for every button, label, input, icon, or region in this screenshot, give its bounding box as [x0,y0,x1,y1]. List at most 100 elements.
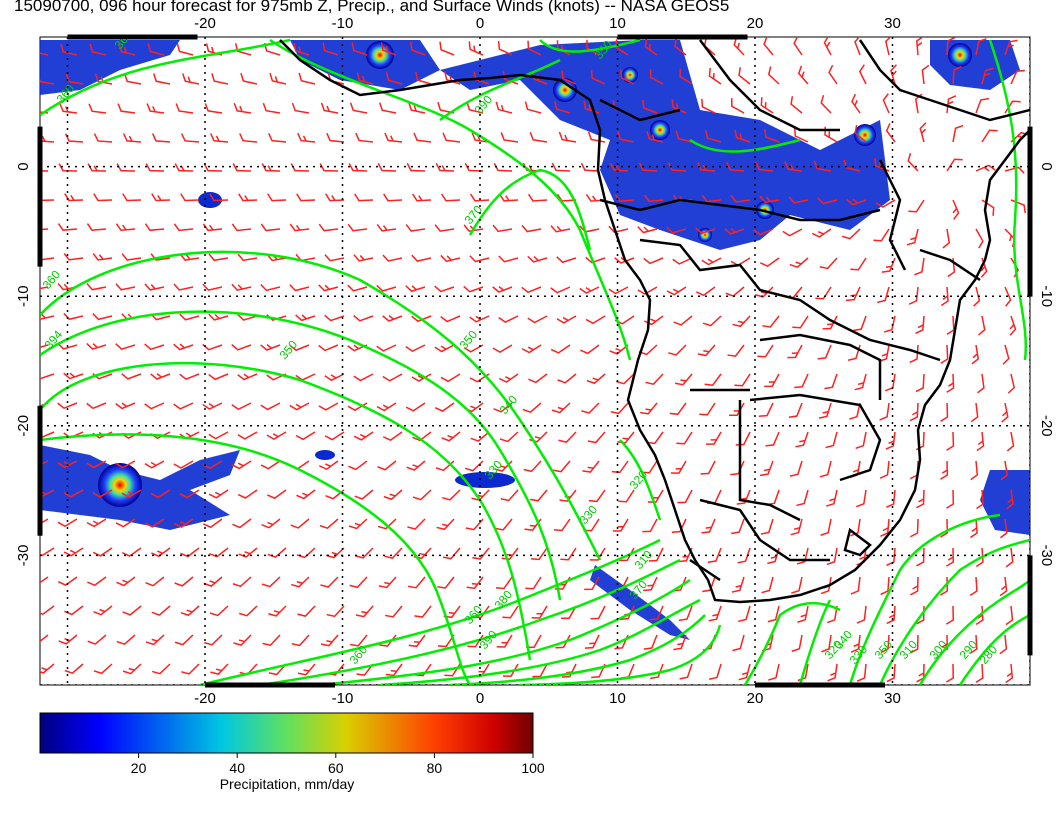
wind-barb [824,373,838,390]
wind-barb [498,193,519,202]
wind-barb [496,634,513,648]
wind-barb [553,101,571,114]
wind-barb [823,37,832,56]
wind-barb [981,129,998,143]
wind-barb [40,605,55,616]
wind-barb [463,285,484,293]
wind-barb [238,605,258,617]
wind-barb [355,605,374,618]
wind-barb [705,431,722,445]
wind-barb [268,605,287,617]
wind-barb [915,489,925,509]
wind-barb [942,228,951,249]
wind-barb [704,130,722,143]
wind-barb [582,460,600,473]
wind-barb [784,161,803,172]
wind-barb [40,44,49,56]
wind-barb [267,489,287,500]
wind-barb [1006,489,1014,510]
wind-barb [730,460,745,476]
wind-barb [322,42,339,56]
wind-barb [122,193,142,202]
wind-barb [821,634,832,653]
wind-barb [608,286,629,295]
wind-barb [290,518,310,529]
wind-barb [618,489,635,503]
wind-barb [434,224,455,232]
wind-barb [318,402,339,411]
wind-barb [181,663,200,675]
wind-barb [383,489,403,501]
wind-barb [324,254,345,262]
wind-barb [88,103,107,114]
wind-barb [581,402,600,414]
wind-barb [320,102,339,114]
wind-barb [952,124,964,143]
wind-barb [976,431,985,452]
wind-barb [614,194,635,203]
wind-barb [849,402,861,420]
bottom-lon-tick: 10 [609,690,626,707]
wind-barb [850,634,861,653]
wind-barb [527,255,548,263]
wind-barb [414,605,432,618]
left-lat-tick: -20 [15,415,32,437]
wind-barb [151,663,171,675]
wind-barb [977,373,985,394]
wind-barb [726,162,745,172]
right-lat-tick: 0 [1038,162,1055,170]
wind-barb [355,132,374,143]
wind-barb [502,71,519,85]
wind-barb [678,605,693,622]
wind-barb [677,489,693,504]
wind-barb [882,93,890,114]
wind-barb [87,634,107,645]
wind-barb [86,460,107,469]
wind-barb [915,37,924,56]
wind-barb [672,257,693,265]
wind-barb [261,576,281,588]
wind-barb [57,223,78,231]
wind-barb [973,286,981,307]
wind-barb [553,518,571,532]
wind-barb [63,312,84,321]
wind-barb [179,313,200,321]
wind-barb [180,605,200,617]
wind-barb [377,163,397,172]
precip-area-small [198,192,222,208]
wind-barb [470,431,490,442]
wind-barb [440,373,461,383]
wind-barb [793,127,809,143]
wind-barb [115,223,136,232]
wind-barb [232,163,252,172]
wind-barb [385,663,403,677]
wind-barb [696,162,716,172]
wind-barb [144,223,165,232]
wind-barb [347,223,368,232]
wind-barb [557,373,577,384]
wind-barb [468,41,484,56]
wind-barb [921,64,930,85]
colorbar-tick-label: 80 [427,760,443,776]
wind-barb [384,132,403,143]
wind-barb [646,431,664,445]
wind-barb [881,257,896,273]
wind-barb [909,344,919,364]
wind-barb [298,72,316,85]
wind-barb [40,372,55,380]
wind-barb [759,460,774,477]
wind-barb [879,402,890,421]
wind-barb [641,460,658,474]
wind-barb [86,518,107,528]
wind-barb [209,193,229,202]
wind-barb [262,102,281,114]
wind-barb [620,69,635,85]
wind-barb [59,103,78,114]
wind-barb [349,102,368,114]
wind-barb [1004,39,1018,56]
wind-barb [465,518,484,531]
wind-barb [679,663,693,680]
wind-barb [407,518,426,530]
wind-barb [144,402,165,410]
wind-barb [732,315,751,328]
